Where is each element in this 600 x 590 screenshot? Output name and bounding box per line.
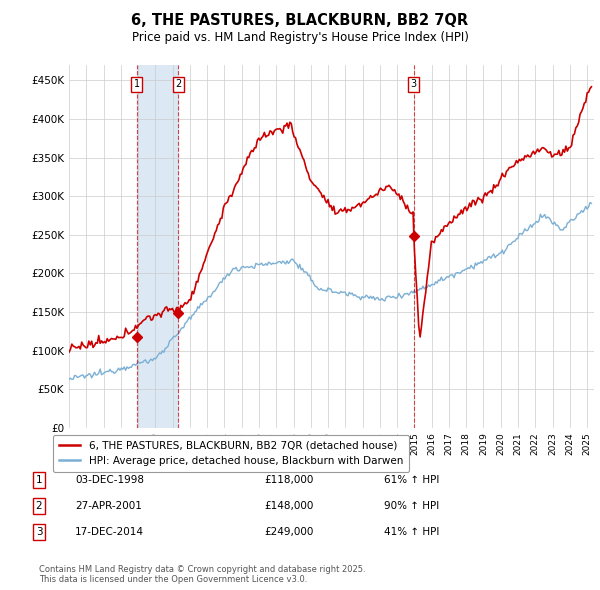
Text: 2: 2: [35, 501, 43, 510]
Text: Contains HM Land Registry data © Crown copyright and database right 2025.
This d: Contains HM Land Registry data © Crown c…: [39, 565, 365, 584]
Legend: 6, THE PASTURES, BLACKBURN, BB2 7QR (detached house), HPI: Average price, detach: 6, THE PASTURES, BLACKBURN, BB2 7QR (det…: [53, 435, 409, 472]
Text: 6, THE PASTURES, BLACKBURN, BB2 7QR: 6, THE PASTURES, BLACKBURN, BB2 7QR: [131, 13, 469, 28]
Text: Price paid vs. HM Land Registry's House Price Index (HPI): Price paid vs. HM Land Registry's House …: [131, 31, 469, 44]
Bar: [137, 65, 178, 428]
Text: £249,000: £249,000: [264, 527, 313, 536]
Text: 90% ↑ HPI: 90% ↑ HPI: [384, 501, 439, 510]
Text: 1: 1: [35, 475, 43, 484]
Text: 27-APR-2001: 27-APR-2001: [75, 501, 142, 510]
Text: 1: 1: [134, 79, 140, 89]
Text: 41% ↑ HPI: 41% ↑ HPI: [384, 527, 439, 536]
Text: 17-DEC-2014: 17-DEC-2014: [75, 527, 144, 536]
Text: 61% ↑ HPI: 61% ↑ HPI: [384, 475, 439, 484]
Text: 03-DEC-1998: 03-DEC-1998: [75, 475, 144, 484]
Text: £148,000: £148,000: [264, 501, 313, 510]
Text: £118,000: £118,000: [264, 475, 313, 484]
Text: 3: 3: [35, 527, 43, 536]
Text: 2: 2: [175, 79, 181, 89]
Text: 3: 3: [410, 79, 417, 89]
